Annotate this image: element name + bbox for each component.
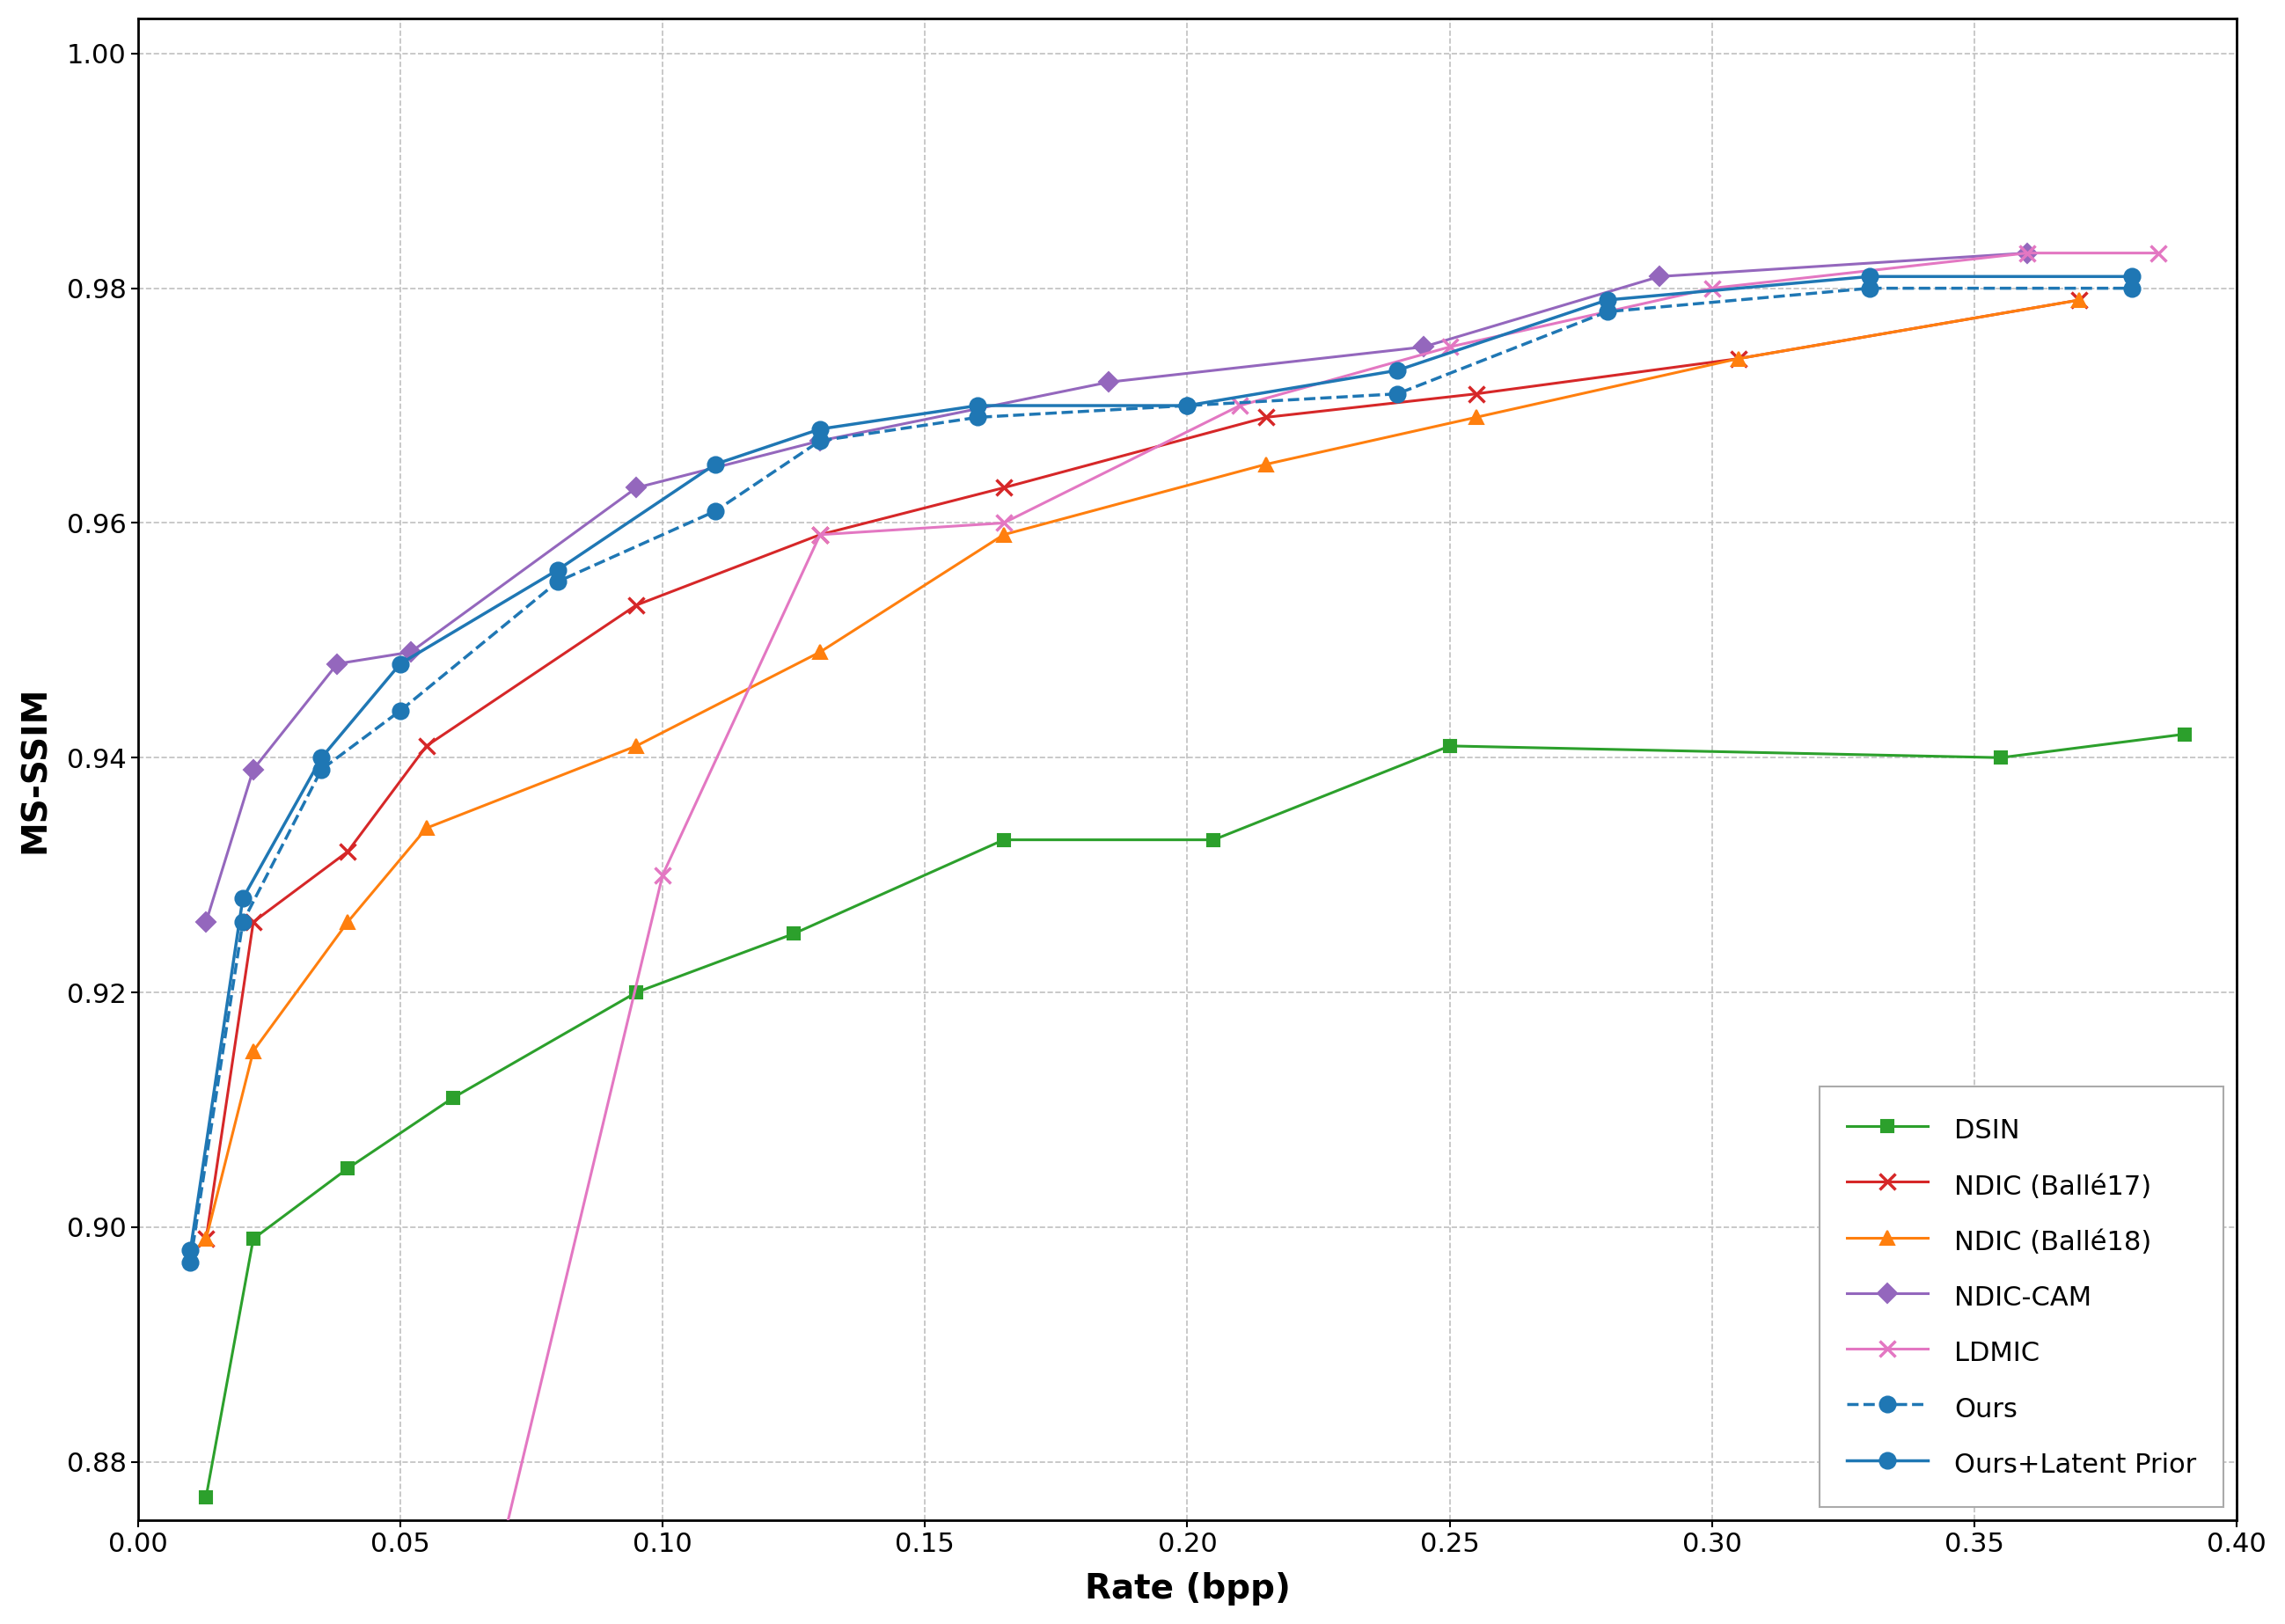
- LDMIC: [2143, 244, 2171, 263]
- Ours: [1593, 302, 1620, 322]
- Line: NDIC (Ballé17): NDIC (Ballé17): [199, 292, 2088, 1247]
- X-axis label: Rate (bpp): Rate (bpp): [1085, 1572, 1291, 1606]
- NDIC-CAM: [240, 760, 267, 780]
- Ours: [807, 430, 834, 450]
- NDIC (Ballé17): [624, 596, 651, 615]
- NDIC (Ballé18): [624, 736, 651, 755]
- NDIC (Ballé18): [1252, 455, 1280, 474]
- NDIC (Ballé18): [989, 525, 1017, 544]
- DSIN: [240, 1229, 267, 1249]
- DSIN: [989, 830, 1017, 849]
- Ours+Latent Prior: [176, 1241, 203, 1260]
- LDMIC: [491, 1522, 519, 1541]
- NDIC (Ballé17): [240, 913, 267, 932]
- Line: LDMIC: LDMIC: [498, 245, 2166, 1540]
- Ours: [308, 760, 336, 780]
- NDIC (Ballé18): [240, 1041, 267, 1060]
- Ours: [1855, 278, 1883, 297]
- Ours: [2118, 278, 2146, 297]
- Line: Ours: Ours: [183, 281, 2139, 1270]
- Ours: [386, 702, 414, 721]
- NDIC-CAM: [192, 913, 219, 932]
- DSIN: [439, 1088, 466, 1108]
- Ours+Latent Prior: [807, 419, 834, 438]
- LDMIC: [649, 866, 676, 885]
- NDIC (Ballé18): [807, 643, 834, 663]
- NDIC (Ballé18): [414, 818, 441, 838]
- Ours+Latent Prior: [964, 396, 992, 416]
- NDIC (Ballé17): [807, 525, 834, 544]
- Ours+Latent Prior: [1382, 361, 1410, 380]
- NDIC-CAM: [624, 477, 651, 497]
- Ours+Latent Prior: [1593, 291, 1620, 310]
- DSIN: [624, 983, 651, 1002]
- NDIC (Ballé18): [334, 913, 361, 932]
- Line: NDIC-CAM: NDIC-CAM: [199, 247, 2034, 929]
- Legend: DSIN, NDIC (Ballé17), NDIC (Ballé18), NDIC-CAM, LDMIC, Ours, Ours+Latent Prior: DSIN, NDIC (Ballé17), NDIC (Ballé18), ND…: [1819, 1086, 2223, 1507]
- NDIC-CAM: [807, 430, 834, 450]
- NDIC (Ballé17): [192, 1229, 219, 1249]
- LDMIC: [807, 525, 834, 544]
- NDIC-CAM: [1095, 372, 1122, 391]
- LDMIC: [2013, 244, 2041, 263]
- NDIC-CAM: [1410, 338, 1437, 357]
- DSIN: [1200, 830, 1227, 849]
- NDIC (Ballé18): [1462, 408, 1490, 427]
- NDIC-CAM: [1645, 266, 1673, 286]
- Y-axis label: MS-SSIM: MS-SSIM: [18, 685, 53, 853]
- Line: NDIC (Ballé18): NDIC (Ballé18): [199, 292, 2086, 1246]
- Ours: [544, 572, 571, 591]
- NDIC (Ballé17): [414, 736, 441, 755]
- Ours+Latent Prior: [308, 749, 336, 768]
- NDIC (Ballé17): [1462, 385, 1490, 404]
- LDMIC: [1227, 396, 1254, 416]
- LDMIC: [1698, 278, 1725, 297]
- Ours: [1174, 396, 1202, 416]
- NDIC (Ballé18): [1725, 349, 1753, 369]
- Ours: [228, 913, 256, 932]
- NDIC (Ballé18): [192, 1229, 219, 1249]
- NDIC (Ballé17): [1252, 408, 1280, 427]
- NDIC (Ballé17): [989, 477, 1017, 497]
- NDIC (Ballé18): [2066, 291, 2093, 310]
- NDIC (Ballé17): [2066, 291, 2093, 310]
- NDIC (Ballé17): [1725, 349, 1753, 369]
- LDMIC: [989, 513, 1017, 533]
- Ours+Latent Prior: [1855, 266, 1883, 286]
- NDIC-CAM: [398, 643, 425, 663]
- Ours: [701, 502, 729, 521]
- Ours: [176, 1252, 203, 1272]
- LDMIC: [1435, 338, 1462, 357]
- Line: DSIN: DSIN: [201, 728, 2191, 1504]
- Ours: [1382, 385, 1410, 404]
- Ours+Latent Prior: [1174, 396, 1202, 416]
- DSIN: [1435, 736, 1462, 755]
- Ours+Latent Prior: [228, 888, 256, 908]
- Ours: [964, 408, 992, 427]
- Ours+Latent Prior: [544, 560, 571, 580]
- DSIN: [192, 1488, 219, 1507]
- Line: Ours+Latent Prior: Ours+Latent Prior: [183, 268, 2139, 1259]
- NDIC-CAM: [324, 654, 352, 674]
- NDIC-CAM: [2013, 244, 2041, 263]
- DSIN: [779, 924, 807, 944]
- Ours+Latent Prior: [701, 455, 729, 474]
- DSIN: [334, 1158, 361, 1177]
- Ours+Latent Prior: [2118, 266, 2146, 286]
- DSIN: [1988, 749, 2015, 768]
- DSIN: [2171, 724, 2198, 744]
- Ours+Latent Prior: [386, 654, 414, 674]
- NDIC (Ballé17): [334, 841, 361, 861]
